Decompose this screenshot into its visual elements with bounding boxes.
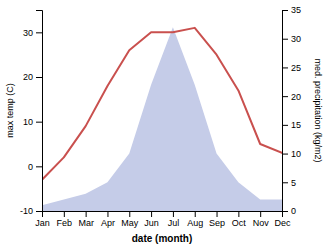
tick-label: May <box>121 218 139 228</box>
plot-area: Jan Feb Mar Apr May Jun Jul Aug Sep Oct Nov Dec -10 0… <box>20 5 301 228</box>
tick-label: 5 <box>291 178 296 188</box>
tick: 10 <box>23 117 42 127</box>
tick: May <box>121 211 139 228</box>
tick: Sep <box>209 211 225 228</box>
tick: 20 <box>282 92 301 102</box>
tick-label: Feb <box>57 218 73 228</box>
tick-mark <box>86 211 87 217</box>
marks <box>42 27 282 211</box>
tick-label: Aug <box>187 218 203 228</box>
tick-mark <box>36 166 42 167</box>
tick: Feb <box>57 211 73 228</box>
y2-axis: 0 5 10 15 20 25 30 35 <box>282 5 301 216</box>
tick: Aug <box>187 211 203 228</box>
tick-label: Oct <box>232 218 247 228</box>
tick-label: 10 <box>23 117 33 127</box>
tick: 5 <box>282 178 296 188</box>
temperature-line <box>42 28 282 180</box>
tick-label: Dec <box>274 218 291 228</box>
tick-mark <box>282 182 288 183</box>
tick-mark <box>129 211 130 217</box>
tick-mark <box>151 211 152 217</box>
tick-label: Mar <box>78 218 94 228</box>
y2-axis-title: med. precipitation (kg/m2) <box>313 58 323 162</box>
tick-mark <box>64 211 65 217</box>
tick: Mar <box>78 211 94 228</box>
tick: Nov <box>253 211 270 228</box>
tick-label: -10 <box>20 206 33 216</box>
tick-mark <box>217 211 218 217</box>
tick: -10 <box>20 206 42 216</box>
tick: 0 <box>28 162 42 172</box>
chart: Jan Feb Mar Apr May Jun Jul Aug Sep Oct Nov Dec -10 0… <box>0 0 326 247</box>
tick-label: 30 <box>23 28 33 38</box>
tick-label: 30 <box>291 34 301 44</box>
x-axis-title: date (month) <box>132 233 193 244</box>
tick: Jun <box>144 211 159 228</box>
tick-label: 35 <box>291 5 301 15</box>
tick-label: Jan <box>35 218 50 228</box>
tick: 30 <box>282 34 301 44</box>
tick-mark <box>173 211 174 217</box>
axis-line <box>36 11 43 212</box>
tick-mark <box>36 32 42 33</box>
tick-mark <box>36 122 42 123</box>
tick-label: Nov <box>253 218 270 228</box>
tick: 10 <box>282 149 301 159</box>
tick-label: Jul <box>168 218 180 228</box>
tick-mark <box>282 211 288 212</box>
tick-label: Sep <box>209 218 225 228</box>
y-axis-title: max temp (C) <box>5 83 15 138</box>
tick-label: 10 <box>291 149 301 159</box>
tick: Apr <box>101 211 115 228</box>
tick-mark <box>282 125 288 126</box>
tick-label: 20 <box>291 92 301 102</box>
tick: Dec <box>274 211 291 228</box>
tick-mark <box>282 154 288 155</box>
tick-mark <box>282 10 288 11</box>
tick-label: Apr <box>101 218 115 228</box>
y-axis: -10 0 10 20 30 <box>20 11 43 217</box>
tick: 20 <box>23 72 42 82</box>
tick-mark <box>282 67 288 68</box>
tick: 30 <box>23 28 42 38</box>
tick-label: 25 <box>291 63 301 73</box>
tick: Oct <box>232 211 247 228</box>
tick: 25 <box>282 63 301 73</box>
tick: 15 <box>282 120 301 130</box>
tick: 0 <box>282 206 296 216</box>
tick-label: 0 <box>28 162 33 172</box>
tick-mark <box>36 77 42 78</box>
axis-line <box>283 11 289 212</box>
tick: Jan <box>35 211 50 228</box>
tick: Jul <box>168 211 180 228</box>
tick-label: Jun <box>144 218 159 228</box>
tick-mark <box>36 211 42 212</box>
tick-label: 15 <box>291 120 301 130</box>
precipitation-area <box>42 27 282 211</box>
tick-mark <box>260 211 261 217</box>
tick-mark <box>282 96 288 97</box>
tick-mark <box>282 39 288 40</box>
tick-mark <box>238 211 239 217</box>
axis-line <box>43 212 283 218</box>
tick-label: 20 <box>23 72 33 82</box>
tick-label: 0 <box>291 206 296 216</box>
tick-mark <box>195 211 196 217</box>
tick: 35 <box>282 5 301 15</box>
x-axis: Jan Feb Mar Apr May Jun Jul Aug Sep Oct Nov Dec <box>35 211 291 228</box>
tick-mark <box>107 211 108 217</box>
